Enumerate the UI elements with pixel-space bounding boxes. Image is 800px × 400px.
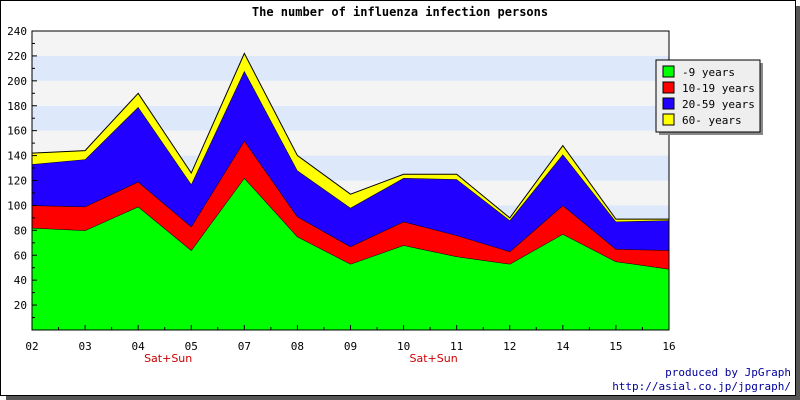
- frame-shadow-bottom: [6, 396, 800, 400]
- area-series-1: [32, 178, 669, 330]
- x-tick-label: 12: [503, 340, 516, 353]
- y-tick-label: 60: [14, 249, 27, 262]
- axes: 20 40 60 80 100 120 140 160 180 200 220 240 02 03 04 05…: [7, 25, 676, 365]
- y-tick-label: 160: [7, 125, 27, 138]
- x-tick-label: 10: [397, 340, 410, 353]
- footer-produced-by: produced by JpGraph: [665, 366, 791, 379]
- grid-band: [32, 55, 669, 81]
- y-tick-label: 20: [14, 299, 27, 312]
- x-tick-label: 07: [238, 340, 251, 353]
- x-note-label: Sat+Sun: [144, 352, 192, 365]
- x-tick-label: 15: [609, 340, 622, 353]
- legend-swatch: [662, 65, 675, 78]
- y-tick-label: 240: [7, 25, 27, 38]
- x-tick-label: 11: [450, 340, 463, 353]
- x-tick-label: 05: [185, 340, 198, 353]
- y-tick-label: 220: [7, 50, 27, 63]
- x-tick-label: 16: [662, 340, 675, 353]
- y-tick-label: 100: [7, 199, 27, 212]
- area-series-4: [32, 53, 669, 222]
- legend-swatch: [662, 81, 675, 94]
- x-tick-label: 14: [556, 340, 570, 353]
- x-tick-label: 08: [291, 340, 304, 353]
- y-tick-label: 140: [7, 150, 27, 163]
- x-note-label: Sat+Sun: [409, 352, 457, 365]
- legend-label: 10-19 years: [682, 82, 755, 95]
- frame-shadow-right: [796, 6, 800, 400]
- legend-label: -9 years: [682, 66, 735, 79]
- legend-swatch: [662, 97, 675, 110]
- legend-label: 60- years: [682, 114, 742, 127]
- stacked-areas: [31, 52, 670, 330]
- legend-swatch: [662, 113, 675, 126]
- x-tick-label: 02: [25, 340, 38, 353]
- chart-title: The number of influenza infection person…: [252, 5, 548, 19]
- legend: -9 years 10-19 years 20-59 years 60- years: [655, 59, 763, 135]
- x-tick-label: 03: [78, 340, 91, 353]
- y-tick-label: 80: [14, 224, 27, 237]
- grid-band: [32, 80, 669, 106]
- y-tick-label: 200: [7, 75, 27, 88]
- area-series-3: [32, 70, 669, 252]
- footer-url[interactable]: http://asial.co.jp/jpgraph/: [612, 380, 791, 393]
- y-tick-label: 40: [14, 274, 27, 287]
- legend-label: 20-59 years: [682, 98, 755, 111]
- x-tick-label: 09: [344, 340, 357, 353]
- grid-band: [32, 31, 669, 56]
- y-tick-label: 120: [7, 175, 27, 188]
- area-outline-4: [31, 52, 669, 220]
- x-tick-label: 04: [132, 340, 146, 353]
- y-tick-label: 180: [7, 100, 27, 113]
- area-series-2: [32, 140, 669, 269]
